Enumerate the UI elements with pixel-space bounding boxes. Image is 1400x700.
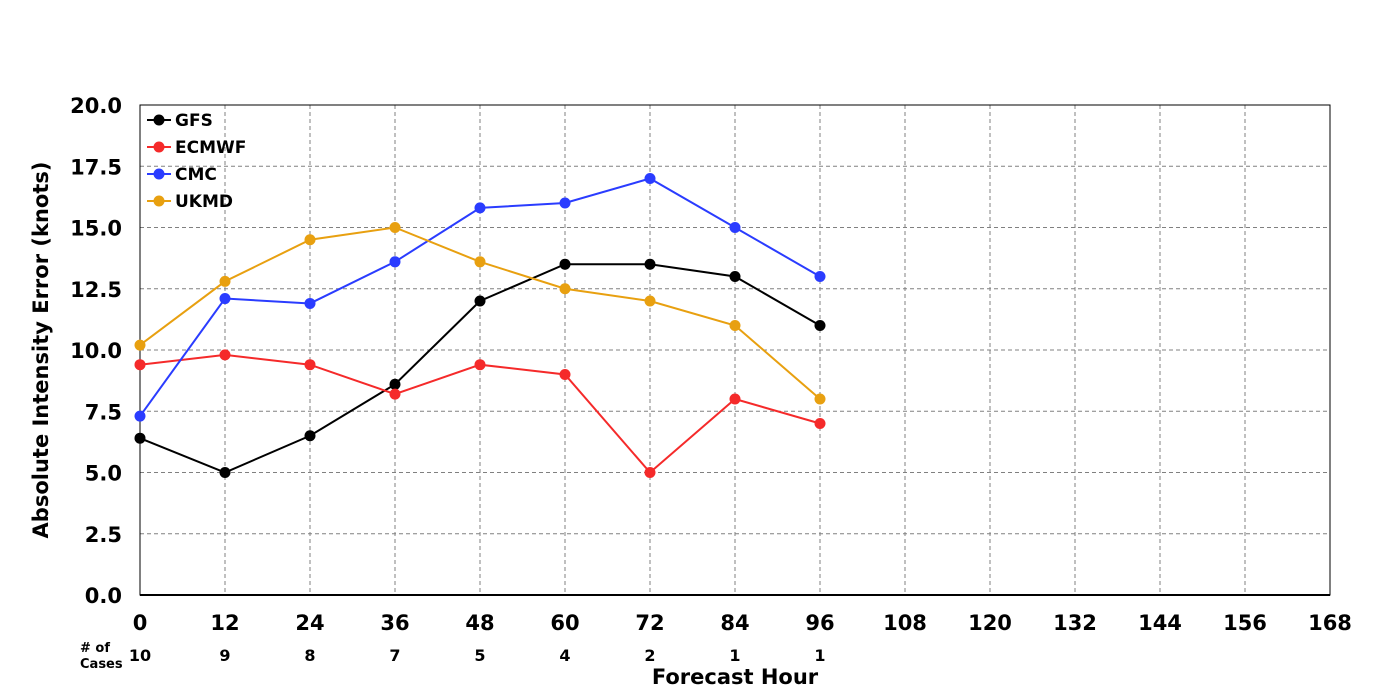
cases-label-line2: Cases	[80, 657, 123, 672]
x-tick-label: 168	[1308, 611, 1352, 635]
cases-value: 8	[304, 646, 315, 665]
data-point-ecmwf	[559, 369, 571, 380]
legend: GFS ECMWF CMC UKMD	[147, 111, 246, 212]
data-point-cmc	[219, 293, 231, 305]
y-tick-label: 7.5	[85, 400, 122, 424]
data-point-cmc	[559, 197, 571, 209]
y-tick-label: 5.0	[85, 462, 122, 486]
data-point-ukmd	[389, 222, 401, 233]
data-point-gfs	[134, 432, 146, 444]
data-point-ukmd	[729, 320, 741, 331]
cases-value: 1	[814, 646, 825, 665]
x-tick-label: 144	[1138, 611, 1182, 635]
x-tick-label: 12	[210, 611, 239, 635]
data-point-cmc	[389, 256, 401, 268]
cases-value: 4	[559, 646, 570, 665]
x-tick-label: 132	[1053, 611, 1097, 635]
axes: 0 12 24 36 48 60 72 84 96 108 120 132 144 156 1680.02.…	[70, 94, 1352, 665]
data-point-ecmwf	[219, 349, 231, 361]
x-tick-label: 36	[380, 611, 409, 635]
legend-label-cmc: CMC	[175, 165, 217, 185]
data-point-gfs	[644, 258, 656, 270]
x-tick-label: 24	[295, 611, 324, 635]
y-tick-label: 17.5	[70, 155, 122, 179]
data-point-gfs	[219, 467, 231, 478]
cases-value: 10	[129, 646, 151, 665]
x-tick-label: 96	[805, 611, 834, 635]
cases-value: 2	[644, 646, 655, 665]
data-point-ukmd	[219, 275, 231, 287]
y-tick-label: 0.0	[85, 584, 122, 608]
data-point-ukmd	[814, 393, 826, 405]
cases-value: 9	[219, 646, 230, 665]
data-point-ecmwf	[134, 359, 146, 371]
y-tick-label: 2.5	[85, 523, 122, 547]
data-point-gfs	[389, 378, 401, 390]
data-point-gfs	[474, 295, 486, 307]
y-tick-label: 10.0	[70, 339, 122, 363]
x-tick-label: 156	[1223, 611, 1267, 635]
data-point-ecmwf	[389, 388, 401, 400]
x-tick-label: 60	[550, 611, 579, 635]
data-point-ukmd	[134, 339, 146, 351]
y-tick-label: 15.0	[70, 217, 122, 241]
data-point-gfs	[729, 271, 741, 282]
y-tick-label: 20.0	[70, 94, 122, 118]
x-tick-label: 0	[133, 611, 148, 635]
data-point-cmc	[729, 222, 741, 233]
x-axis-title: Forecast Hour	[652, 665, 819, 689]
cases-label-line1: # of	[80, 641, 110, 656]
x-tick-label: 108	[883, 611, 927, 635]
data-point-gfs	[559, 258, 571, 270]
data-point-ecmwf	[814, 418, 826, 429]
data-point-cmc	[134, 410, 146, 422]
y-tick-label: 12.5	[70, 278, 122, 302]
data-point-ukmd	[644, 295, 656, 307]
data-point-ukmd	[304, 234, 316, 246]
data-point-gfs	[814, 320, 826, 331]
legend-marker-gfs	[153, 114, 165, 126]
x-tick-label: 48	[465, 611, 494, 635]
legend-label-ukmd: UKMD	[175, 192, 233, 212]
data-point-cmc	[474, 202, 486, 214]
series-lines	[134, 173, 826, 478]
legend-marker-ukmd	[153, 195, 165, 207]
x-tick-label: 84	[720, 611, 749, 635]
cases-value: 1	[729, 646, 740, 665]
data-point-cmc	[304, 297, 316, 309]
data-point-ukmd	[474, 256, 486, 268]
data-point-ukmd	[559, 283, 571, 295]
data-point-gfs	[304, 430, 316, 442]
data-point-ecmwf	[729, 393, 741, 405]
x-tick-label: 120	[968, 611, 1012, 635]
data-point-cmc	[814, 271, 826, 282]
cases-value: 7	[389, 646, 400, 665]
legend-label-gfs: GFS	[175, 111, 213, 131]
data-point-cmc	[644, 173, 656, 184]
data-point-ecmwf	[474, 359, 486, 371]
data-point-ecmwf	[644, 467, 656, 478]
x-tick-label: 72	[635, 611, 664, 635]
legend-marker-cmc	[153, 168, 165, 180]
y-axis-title: Absolute Intensity Error (knots)	[29, 162, 53, 539]
data-point-ecmwf	[304, 359, 316, 371]
cases-value: 5	[474, 646, 485, 665]
grid-lines	[140, 105, 1330, 595]
legend-marker-ecmwf	[153, 141, 165, 153]
legend-label-ecmwf: ECMWF	[175, 138, 246, 158]
